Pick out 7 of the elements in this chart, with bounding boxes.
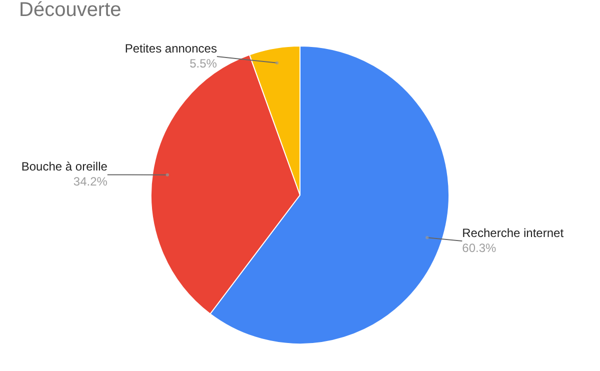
chart-title: Découverte <box>19 0 122 21</box>
data-label: 34.2% <box>73 174 108 189</box>
slice-label: Recherche internet <box>462 226 564 240</box>
data-label: 5.5% <box>190 56 218 71</box>
slice-label: Bouche à oreille <box>21 160 108 174</box>
slice-label: Petites annonces <box>124 42 217 56</box>
data-label: 60.3% <box>462 241 496 256</box>
